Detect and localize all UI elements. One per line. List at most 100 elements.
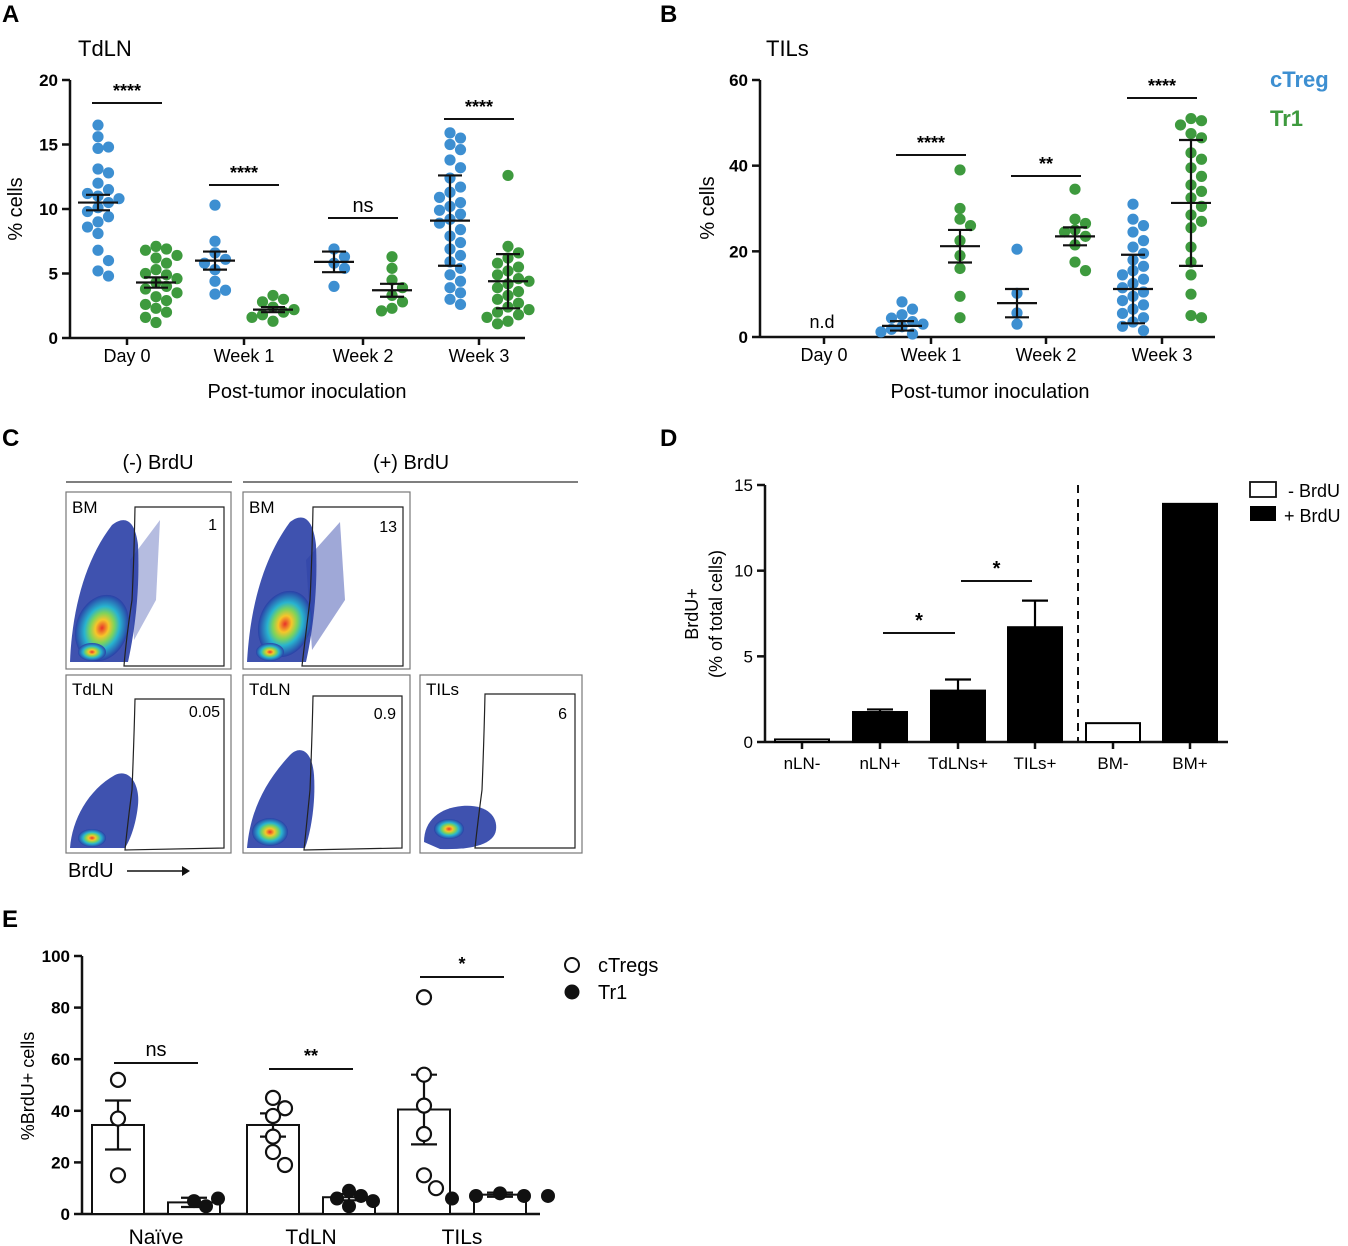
ctregs-point <box>264 1107 282 1125</box>
ctreg-point <box>454 196 467 209</box>
tr1-point <box>541 1188 555 1203</box>
significance-label: ns <box>352 195 373 217</box>
tr1-point <box>1185 127 1197 140</box>
tr1-point <box>150 291 162 303</box>
tr1-point <box>512 273 525 285</box>
legend-plus-brdu: + BrdU <box>1284 506 1341 526</box>
ctreg-point <box>92 142 104 154</box>
panel-a-x-title: Post-tumor inoculation <box>208 381 407 403</box>
flow-plot-tissue: TILs <box>426 680 459 699</box>
y-tick-label: 40 <box>51 1102 70 1121</box>
ctreg-point <box>433 204 446 216</box>
tr1-point <box>954 290 966 302</box>
x-tick-label: TdLNs+ <box>928 754 988 773</box>
flow-density-core2 <box>256 643 284 661</box>
tr1-point <box>187 1194 201 1209</box>
y-tick-label: 40 <box>729 157 748 176</box>
tr1-point <box>150 264 162 276</box>
panel-letter-d: D <box>660 425 677 452</box>
flow-density-core <box>78 829 106 847</box>
flow-gate-value: 6 <box>558 706 567 723</box>
flow-plot-tissue: BM <box>72 498 98 517</box>
tr1-point <box>160 294 173 307</box>
ctreg-point <box>454 236 467 249</box>
ctreg-point <box>454 181 467 193</box>
x-tick-label: Week 1 <box>901 345 962 365</box>
panel-e-x-labels: Naïve TdLN TILs <box>129 1226 483 1246</box>
ctreg-point <box>454 144 467 156</box>
ctreg-point <box>92 119 104 131</box>
panel-d-x-labels: nLN-nLN+ TdLNs+ TILs+ BM- BM+ <box>784 742 1208 773</box>
ctreg-point <box>92 216 104 228</box>
ctreg-point <box>102 211 115 223</box>
panel-c: C (-) BrdU (+) BrdU BM 1 BM 13 <box>2 425 583 882</box>
tr1-point <box>469 1188 483 1203</box>
ctreg-point <box>1137 299 1150 311</box>
bar-nLN- <box>774 738 830 743</box>
tr1-point <box>386 251 398 263</box>
tr1-point <box>523 304 535 316</box>
panel-e: E 0 20 40 60 80 100 Naïve TdLN TILs %BrdU+ cell… <box>2 906 658 1246</box>
ctreg-point <box>433 191 446 203</box>
tr1-point <box>342 1199 356 1214</box>
tr1-point <box>150 240 162 253</box>
tr1-point <box>256 296 269 308</box>
x-tick-label: Week 2 <box>333 346 394 366</box>
ctreg-point <box>433 217 446 229</box>
ctreg-point <box>1137 273 1150 285</box>
panel-b-x-labels: Day 0 Week 1 Week 2 Week 3 <box>800 337 1192 365</box>
panel-letter-a: A <box>2 1 19 28</box>
bar-BM+ <box>1162 502 1218 744</box>
y-tick-label: 0 <box>739 328 748 347</box>
ctreg-point <box>1137 247 1150 260</box>
tr1-point <box>199 1199 213 1214</box>
ctreg-point <box>1127 241 1139 253</box>
ctreg-point <box>1137 312 1150 324</box>
y-tick-label: 5 <box>49 265 58 284</box>
group-label-plus-brdu: (+) BrdU <box>373 452 449 474</box>
legend-ctregs: cTregs <box>598 955 658 977</box>
ctreg-point <box>896 296 908 308</box>
panel-d-y-label-line1: BrdU+ <box>682 588 702 640</box>
panel-letter-c: C <box>2 425 19 452</box>
ctreg-point <box>81 187 94 200</box>
ctregs-point <box>415 1167 433 1184</box>
y-tick-label: 60 <box>51 1050 70 1069</box>
legend-ctregs-marker <box>564 957 580 973</box>
tr1-point <box>1195 132 1208 144</box>
tr1-point <box>1174 119 1187 131</box>
y-tick-label: 0 <box>61 1205 70 1224</box>
tr1-point <box>1195 312 1208 324</box>
legend-minus-brdu: - BrdU <box>1288 481 1340 501</box>
panel-b-not-determined: n.d <box>809 312 834 332</box>
tr1-point <box>160 243 173 255</box>
tr1-point <box>512 297 525 309</box>
tr1-point <box>954 262 966 275</box>
panel-a-points <box>81 119 535 330</box>
legend-tr1: Tr1 <box>1270 106 1303 131</box>
ctreg-point <box>102 184 115 196</box>
ctreg-point <box>1011 318 1023 330</box>
ctregs-point <box>109 1110 127 1127</box>
ctreg-point <box>444 154 456 166</box>
panel-e-bars <box>91 989 555 1216</box>
ctreg-point <box>81 205 94 218</box>
significance-label: **** <box>1148 76 1176 96</box>
x-tick-label: Week 1 <box>214 346 275 366</box>
tr1-point <box>491 257 504 269</box>
ctreg-point <box>444 293 456 305</box>
tr1-point <box>512 285 525 298</box>
tr1-point <box>1195 215 1208 227</box>
ctregs-point <box>264 1089 282 1107</box>
y-tick-label: 5 <box>744 647 753 666</box>
ctreg-point <box>444 282 456 294</box>
tr1-point <box>150 302 162 314</box>
tr1-point <box>491 282 504 294</box>
ctreg-point <box>209 235 221 247</box>
tr1-point <box>1195 170 1208 182</box>
ctreg-point <box>1127 198 1139 210</box>
ctreg-point <box>338 251 351 263</box>
ctreg-point <box>906 303 919 315</box>
y-tick-label: 20 <box>729 242 748 261</box>
